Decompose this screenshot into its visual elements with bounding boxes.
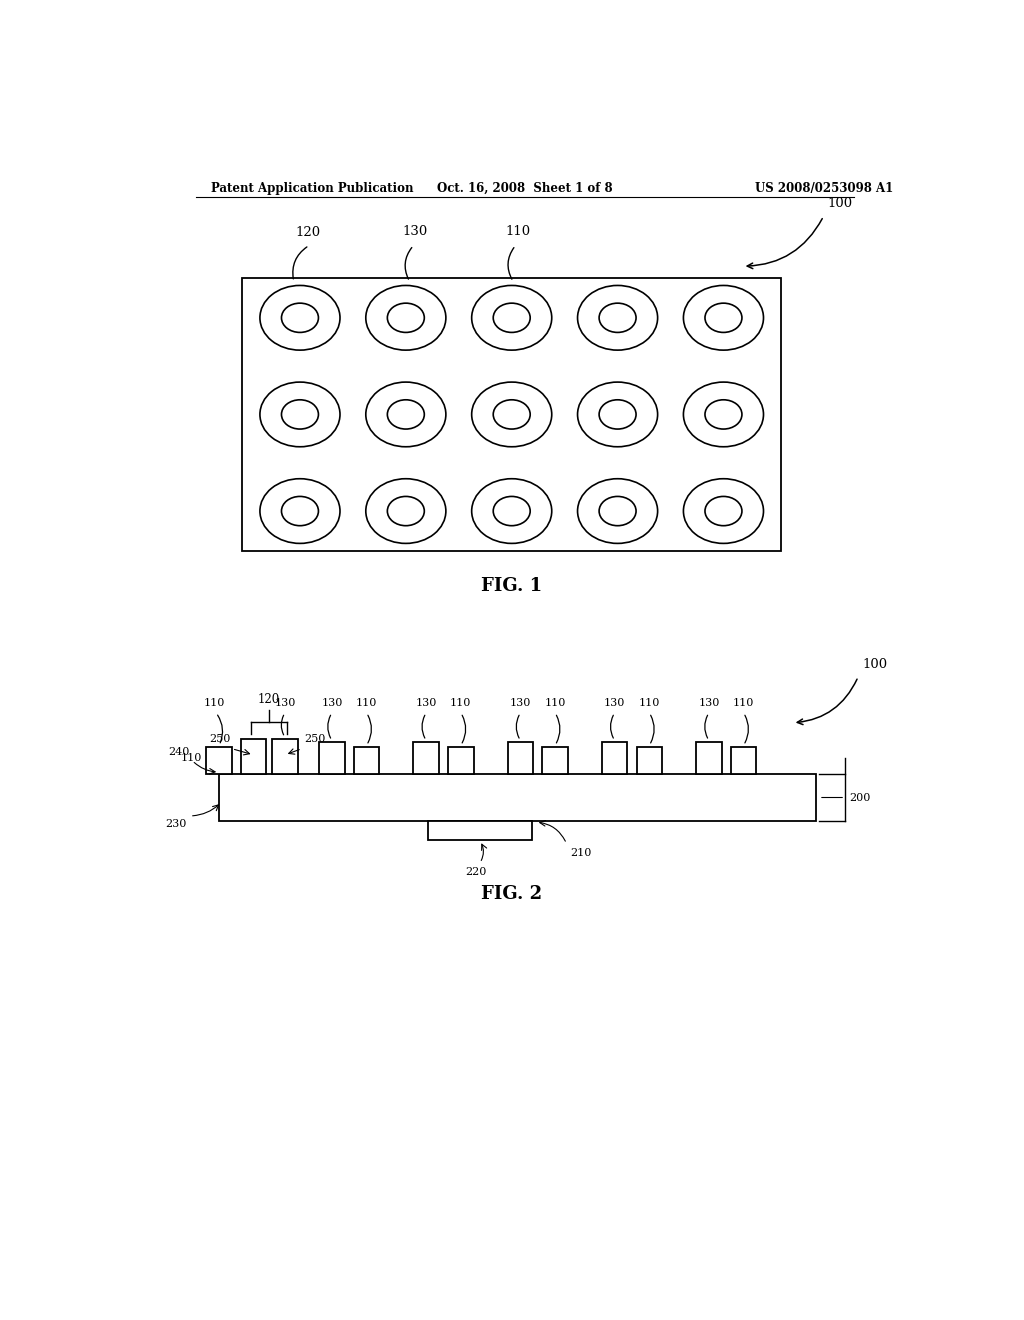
Text: 130: 130 <box>510 698 531 709</box>
Text: Patent Application Publication: Patent Application Publication <box>211 182 414 194</box>
Text: 130: 130 <box>604 698 626 709</box>
Bar <box>414 742 439 775</box>
Bar <box>696 742 722 775</box>
Text: 110: 110 <box>451 698 471 709</box>
Bar <box>241 739 266 775</box>
Text: 220: 220 <box>466 867 486 876</box>
Bar <box>219 775 816 821</box>
Text: 100: 100 <box>827 197 853 210</box>
Text: 200: 200 <box>850 792 871 803</box>
Bar <box>354 747 379 775</box>
Text: 110: 110 <box>733 698 755 709</box>
Text: 110: 110 <box>505 224 530 238</box>
Text: FIG. 1: FIG. 1 <box>481 577 543 595</box>
Bar <box>272 739 298 775</box>
Text: FIG. 2: FIG. 2 <box>481 884 543 903</box>
Bar <box>543 747 567 775</box>
Bar <box>428 821 531 840</box>
Bar <box>602 742 628 775</box>
Text: 120: 120 <box>295 226 321 239</box>
Bar <box>243 277 781 552</box>
Text: 130: 130 <box>416 698 437 709</box>
Text: 100: 100 <box>862 659 887 672</box>
Text: 130: 130 <box>402 224 428 238</box>
Text: 110: 110 <box>545 698 565 709</box>
Text: 110: 110 <box>356 698 377 709</box>
Bar <box>449 747 473 775</box>
Text: 210: 210 <box>570 847 592 858</box>
Text: Oct. 16, 2008  Sheet 1 of 8: Oct. 16, 2008 Sheet 1 of 8 <box>437 182 612 194</box>
Bar <box>319 742 345 775</box>
Bar <box>207 747 231 775</box>
Bar <box>508 742 534 775</box>
Text: 110: 110 <box>204 698 225 709</box>
Bar <box>637 747 662 775</box>
Text: 230: 230 <box>166 818 186 829</box>
Text: 120: 120 <box>258 693 281 706</box>
Text: US 2008/0253098 A1: US 2008/0253098 A1 <box>755 182 893 194</box>
Text: 250: 250 <box>304 734 326 744</box>
Text: 110: 110 <box>639 698 660 709</box>
Text: 130: 130 <box>274 698 296 709</box>
Text: 110: 110 <box>181 754 202 763</box>
Text: 130: 130 <box>698 698 720 709</box>
Text: 240: 240 <box>169 747 189 758</box>
Text: 130: 130 <box>322 698 343 709</box>
Text: 250: 250 <box>209 734 230 744</box>
Bar <box>731 747 757 775</box>
